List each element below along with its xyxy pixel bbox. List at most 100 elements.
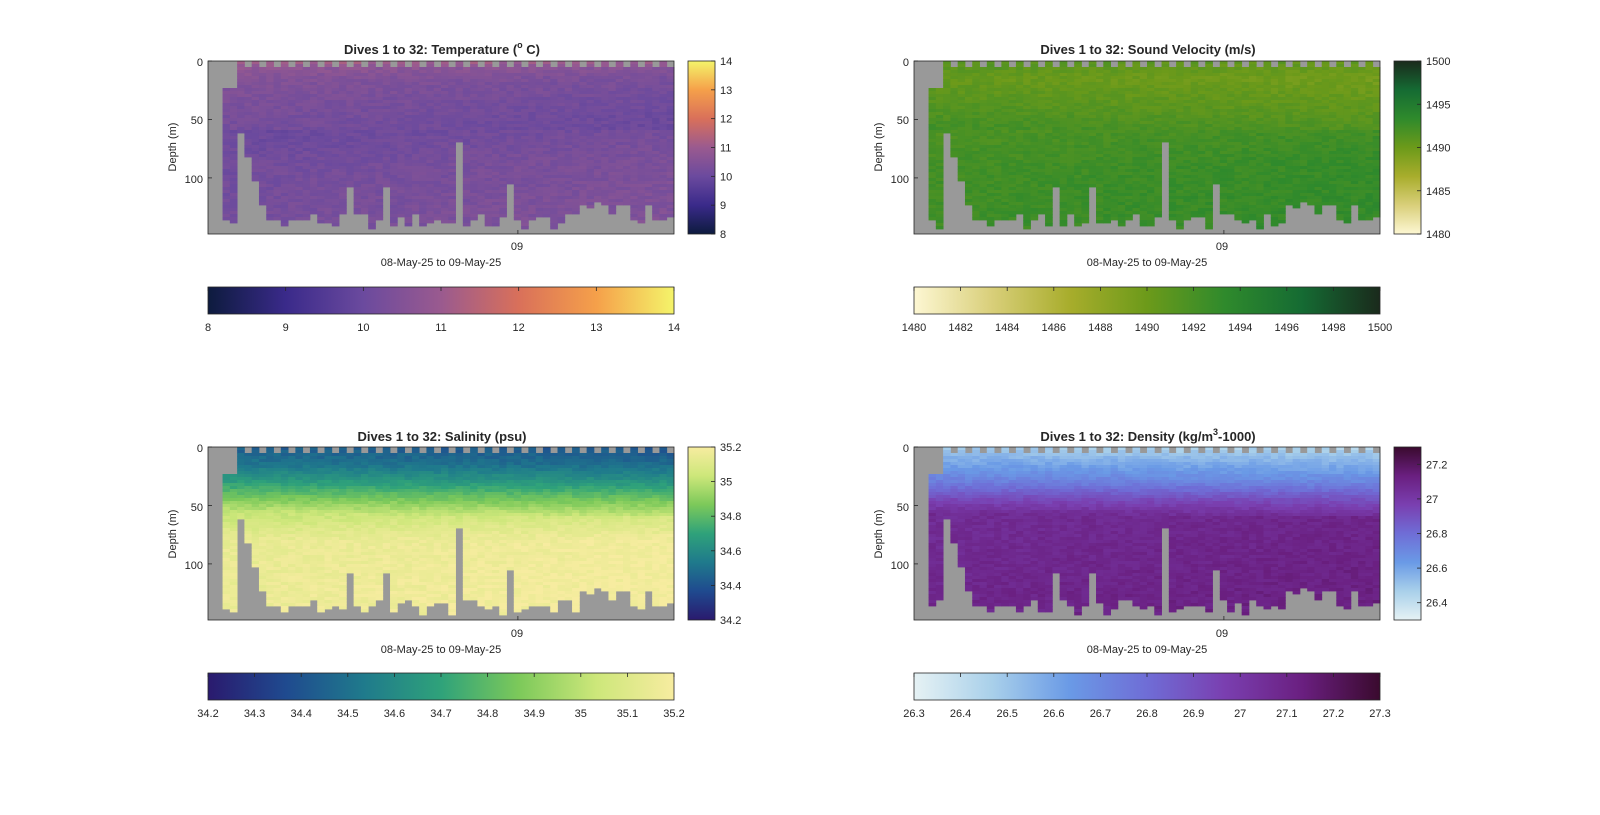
sound-velocity-cell <box>1176 151 1184 155</box>
sound-velocity-cell <box>1103 211 1111 215</box>
temperature-cell <box>280 148 289 152</box>
sound-velocity-cell <box>994 160 1002 164</box>
temperature-cell <box>608 76 617 80</box>
temperature-cell <box>630 103 638 107</box>
temperature-cell <box>317 145 325 149</box>
sound-velocity-cell <box>1052 142 1061 146</box>
temperature-cell <box>288 181 296 185</box>
sound-velocity-cell <box>935 154 944 158</box>
sound-velocity-cell <box>1110 97 1119 101</box>
temperature-cell <box>433 109 442 113</box>
temperature-cell <box>309 202 318 206</box>
temperature-cell <box>368 91 376 95</box>
sound-velocity-cell <box>986 145 995 149</box>
sound-velocity-cell <box>957 73 966 77</box>
temperature-cell <box>652 94 660 98</box>
sound-velocity-cell <box>972 145 980 149</box>
temperature-cell <box>368 88 376 92</box>
temperature-cell <box>441 190 449 194</box>
temperature-cell <box>288 136 296 140</box>
sound-velocity-cell <box>935 166 944 170</box>
sound-velocity-cell <box>1197 115 1206 119</box>
temperature-cell <box>397 67 405 71</box>
temperature-cell <box>659 79 668 83</box>
sound-velocity-cell <box>1045 187 1053 191</box>
temperature-cell <box>368 115 376 119</box>
sound-velocity-cell <box>1154 103 1162 107</box>
temperature-cell <box>506 166 515 170</box>
temperature-cell <box>513 172 522 176</box>
temperature-cell <box>608 79 617 83</box>
temperature-cell <box>470 175 478 179</box>
sound-velocity-cell <box>1008 79 1017 83</box>
sound-velocity-cell <box>1001 127 1010 131</box>
sound-velocity-cell <box>1117 97 1126 101</box>
sound-velocity-cell <box>1183 121 1192 125</box>
temperature-cell <box>302 193 311 197</box>
sound-velocity-cell <box>1030 121 1039 125</box>
sound-velocity-cell <box>1045 211 1053 215</box>
sound-velocity-cell <box>1132 169 1141 173</box>
temperature-cell <box>666 199 675 203</box>
temperature-cell <box>339 118 347 122</box>
temperature-cell <box>375 76 384 80</box>
sound-velocity-cell <box>1125 109 1133 113</box>
sound-velocity-cell <box>1103 73 1111 77</box>
sound-velocity-cell <box>1045 106 1053 110</box>
temperature-cell <box>564 124 573 128</box>
sound-velocity-cell <box>979 184 988 188</box>
temperature-cell <box>375 91 384 95</box>
temperature-cell <box>309 193 318 197</box>
sound-velocity-cell <box>1176 226 1184 230</box>
temperature-cell <box>579 163 588 167</box>
temperature-cell <box>652 166 660 170</box>
temperature-cell <box>572 175 580 179</box>
sound-velocity-cell <box>986 124 995 128</box>
temperature-cell <box>579 184 588 188</box>
temperature-cell <box>564 175 573 179</box>
temperature-cell <box>652 124 660 128</box>
temperature-cell <box>491 196 500 200</box>
sound-velocity-cell <box>1008 100 1017 104</box>
sound-velocity-cell <box>1154 82 1162 86</box>
sound-velocity-cell <box>1183 181 1192 185</box>
sound-velocity-cell <box>994 154 1002 158</box>
temperature-colorbar-horizontal-bar <box>207 286 675 315</box>
temperature-cell <box>462 121 471 125</box>
sound-velocity-cell <box>1161 76 1170 80</box>
temperature-cell <box>266 151 274 155</box>
temperature-cell <box>448 166 456 170</box>
sound-velocity-cell <box>1052 127 1061 131</box>
temperature-cell <box>288 208 296 212</box>
sound-velocity-cell <box>1088 181 1097 185</box>
sound-velocity-cell <box>994 211 1002 215</box>
temperature-cell <box>375 112 384 116</box>
sound-velocity-cell <box>935 94 944 98</box>
temperature-cell <box>462 163 471 167</box>
temperature-cell <box>528 136 537 140</box>
temperature-cell <box>258 139 267 143</box>
temperature-cell <box>557 133 566 137</box>
sound-velocity-cell <box>994 175 1002 179</box>
sound-velocity-cell <box>1088 142 1097 146</box>
temperature-cell <box>666 145 675 149</box>
temperature-cell <box>295 97 304 101</box>
sound-velocity-cell <box>1081 181 1090 185</box>
temperature-cell <box>644 94 653 98</box>
temperature-cell <box>637 133 646 137</box>
temperature-cell <box>586 109 595 113</box>
sound-velocity-cell <box>994 178 1002 182</box>
temperature-cell <box>542 106 551 110</box>
temperature-cell <box>433 124 442 128</box>
temperature-cell <box>550 223 558 227</box>
temperature-cell <box>557 187 566 191</box>
temperature-cell <box>404 169 413 173</box>
temperature-cell <box>339 169 347 173</box>
temperature-cell <box>302 94 311 98</box>
temperature-cell <box>441 76 449 80</box>
temperature-cell <box>324 202 333 206</box>
temperature-cell <box>586 175 595 179</box>
sound-velocity-cell <box>950 76 959 80</box>
temperature-cell <box>433 139 442 143</box>
temperature-cell <box>441 127 449 131</box>
